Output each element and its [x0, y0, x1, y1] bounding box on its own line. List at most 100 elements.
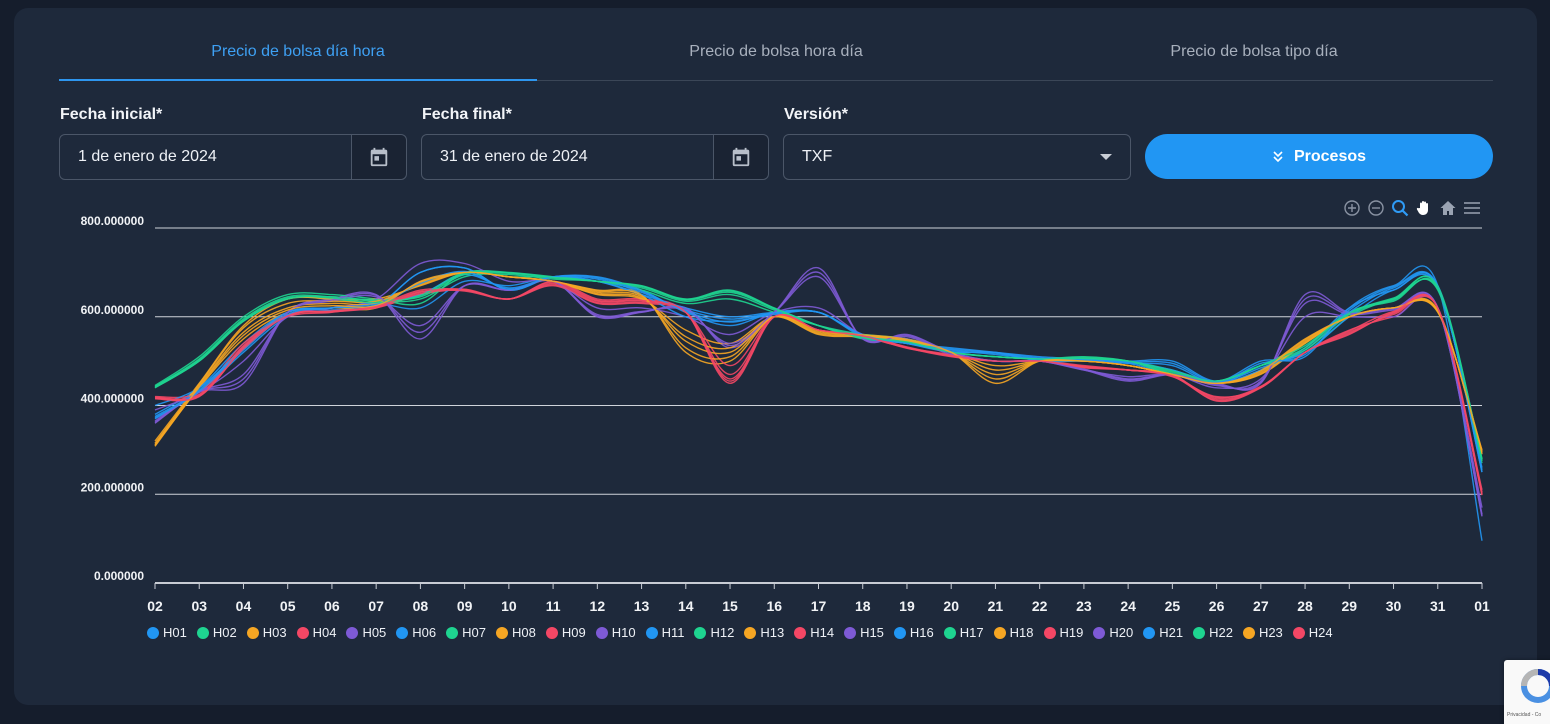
pan-hand-icon[interactable]: [1414, 198, 1434, 218]
legend-item-h20[interactable]: H20: [1093, 625, 1133, 640]
legend-item-h02[interactable]: H02: [196, 625, 237, 640]
legend-marker: [246, 626, 259, 639]
end-date-field[interactable]: 31 de enero de 2024: [421, 134, 769, 180]
legend-item-h16[interactable]: H16: [893, 625, 934, 640]
x-tick-label: 07: [368, 598, 384, 614]
legend-label: H04: [312, 625, 337, 640]
legend-label: H08: [512, 625, 536, 640]
legend-item-h15[interactable]: H15: [844, 625, 884, 640]
y-tick-label: 800.000000: [81, 214, 145, 228]
start-date-label: Fecha inicial*: [60, 106, 163, 123]
x-tick-label: 12: [590, 598, 606, 614]
legend-item-h07[interactable]: H07: [446, 625, 486, 640]
recaptcha-badge[interactable]: Privacidad - Co: [1504, 660, 1550, 724]
legend-label: H23: [1258, 625, 1283, 640]
legend-label: H14: [810, 625, 835, 640]
legend-item-h18[interactable]: H18: [993, 625, 1034, 640]
legend-item-h13[interactable]: H13: [744, 625, 784, 640]
y-tick-label: 200.000000: [81, 480, 145, 494]
legend-item-h08[interactable]: H08: [496, 625, 536, 640]
legend-marker: [794, 626, 807, 639]
x-tick-label: 09: [457, 598, 473, 614]
x-tick-label: 19: [899, 598, 915, 614]
tab-precio-tipo-dia[interactable]: Precio de bolsa tipo día: [1170, 43, 1338, 60]
menu-icon[interactable]: [1462, 198, 1482, 218]
y-tick-label: 0.000000: [94, 569, 144, 583]
legend-item-h06[interactable]: H06: [396, 625, 436, 640]
legend-marker: [1242, 626, 1255, 639]
legend-marker: [1292, 626, 1305, 639]
legend-item-h22[interactable]: H22: [1193, 625, 1233, 640]
legend-item-h10[interactable]: H10: [595, 625, 636, 640]
version-label: Versión*: [784, 106, 849, 123]
home-reset-icon[interactable]: [1438, 198, 1458, 218]
start-date-value: 1 de enero de 2024: [78, 148, 217, 165]
recaptcha-text: Privacidad - Co: [1507, 712, 1542, 718]
legend-item-h05[interactable]: H05: [346, 625, 386, 640]
tab-precio-dia-hora[interactable]: Precio de bolsa día hora: [59, 24, 537, 81]
x-tick-label: 08: [413, 598, 429, 614]
y-tick-label: 400.000000: [81, 392, 145, 406]
legend-item-h23[interactable]: H23: [1242, 625, 1283, 640]
y-tick-label: 600.000000: [81, 303, 145, 317]
x-tick-label: 15: [722, 598, 738, 614]
legend-item-h01[interactable]: H01: [147, 625, 187, 640]
x-tick-label: 10: [501, 598, 517, 614]
zoom-out-icon[interactable]: [1366, 198, 1386, 218]
version-select[interactable]: TXF: [783, 134, 1131, 180]
legend-item-h24[interactable]: H24: [1292, 625, 1333, 640]
legend-label: H21: [1159, 625, 1184, 640]
legend-marker: [545, 626, 558, 639]
x-tick-label: 04: [236, 598, 252, 614]
legend-label: H24: [1308, 625, 1333, 640]
x-tick-label: 16: [766, 598, 782, 614]
x-tick-label: 23: [1076, 598, 1092, 614]
legend-label: H06: [412, 625, 437, 640]
calendar-icon[interactable]: [713, 135, 768, 179]
chart-legend: H01 H02 H03 H04 H05 H06 H07 H08 H09 H10 H11 H12 H13 H…: [147, 625, 1333, 640]
legend-item-h21[interactable]: H21: [1143, 625, 1183, 640]
x-tick-label: 18: [855, 598, 871, 614]
legend-label: H19: [1059, 625, 1084, 640]
legend-label: H12: [710, 625, 735, 640]
series-line-h23: [154, 271, 1483, 452]
series-line-h04: [154, 280, 1483, 495]
legend-label: H20: [1109, 625, 1134, 640]
legend-marker: [993, 626, 1006, 639]
tab-precio-hora-dia[interactable]: Precio de bolsa hora día: [689, 43, 863, 60]
x-tick-label: 13: [634, 598, 650, 614]
procesos-button[interactable]: Procesos: [1145, 134, 1493, 179]
start-date-field[interactable]: 1 de enero de 2024: [59, 134, 407, 180]
chevron-down-icon: [1100, 154, 1112, 160]
x-tick-label: 06: [324, 598, 340, 614]
end-date-label: Fecha final*: [422, 106, 512, 123]
legend-item-h12[interactable]: H12: [694, 625, 734, 640]
chart-toolbar: [1342, 198, 1482, 218]
legend-item-h03[interactable]: H03: [246, 625, 287, 640]
legend-marker: [147, 626, 159, 639]
recaptcha-icon: [1521, 669, 1550, 703]
legend-label: H05: [362, 625, 387, 640]
legend-item-h17[interactable]: H17: [943, 625, 984, 640]
legend-marker: [1143, 626, 1156, 639]
legend-item-h11[interactable]: H11: [645, 625, 685, 640]
selection-zoom-icon[interactable]: [1390, 198, 1410, 218]
calendar-icon[interactable]: [351, 135, 406, 179]
legend-label: H15: [860, 625, 884, 640]
legend-item-h09[interactable]: H09: [545, 625, 586, 640]
legend-label: H11: [661, 625, 685, 640]
x-tick-label: 24: [1120, 598, 1136, 614]
series-line-h22: [154, 270, 1483, 460]
x-tick-label: 02: [147, 598, 163, 614]
legend-marker: [196, 626, 209, 639]
x-tick-label: 25: [1165, 598, 1181, 614]
zoom-in-icon[interactable]: [1342, 198, 1362, 218]
legend-item-h04[interactable]: H04: [296, 625, 337, 640]
legend-item-h14[interactable]: H14: [794, 625, 834, 640]
x-tick-label: 28: [1297, 598, 1313, 614]
legend-label: H09: [561, 625, 586, 640]
legend-item-h19[interactable]: H19: [1043, 625, 1084, 640]
legend-label: H07: [462, 625, 487, 640]
legend-label: H22: [1209, 625, 1233, 640]
